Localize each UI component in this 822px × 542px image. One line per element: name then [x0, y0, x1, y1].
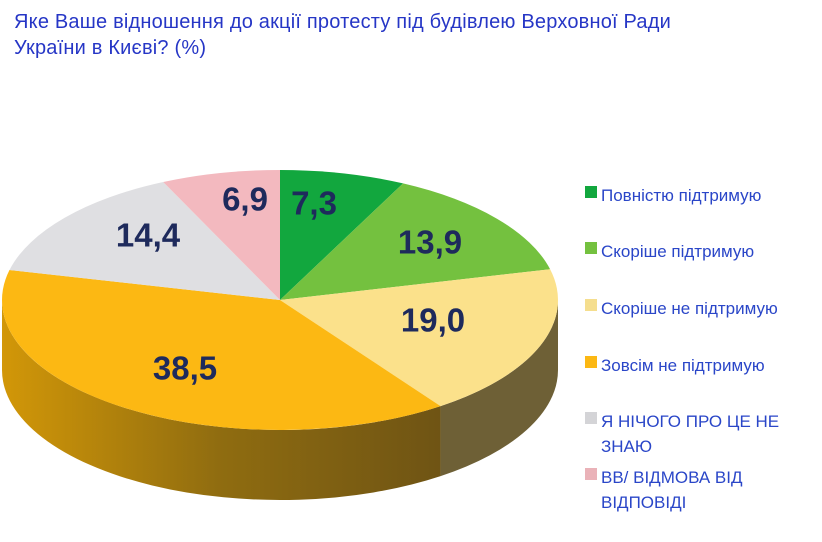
chart-title-line1: Яке Ваше відношення до акції протесту пі…: [14, 11, 671, 33]
pie-slice-wall: [2, 300, 441, 501]
pie-value-label: 7,3: [291, 185, 337, 222]
chart-title-line2: України в Києві? (%): [14, 37, 207, 59]
legend: Повністю підтримую Скоріше підтримую Скорі…: [585, 0, 822, 542]
pie-chart: 7,3 13,9 19,0 38,5 14,4 6,9: [1, 170, 559, 501]
legend-label: ВВ/ ВІДМОВА ВІД ВІДПОВІДІ: [601, 468, 743, 512]
legend-swatch-icon: [585, 412, 597, 424]
legend-item: Повністю підтримую: [585, 183, 816, 208]
legend-item: Зовсім не підтримую: [585, 353, 816, 378]
pie-slice: [280, 269, 559, 407]
legend-swatch-icon: [585, 299, 597, 311]
legend-item: Скоріше не підтримую: [585, 296, 816, 321]
legend-label: Повністю підтримую: [601, 186, 762, 205]
legend-label: Я НІЧОГО ПРО ЦЕ НЕ ЗНАЮ: [601, 412, 780, 456]
legend-swatch-icon: [585, 468, 597, 480]
pie-slice: [9, 182, 281, 300]
chart-title: Яке Ваше відношення до акції протесту пі…: [14, 9, 804, 61]
pie-value-label: 19,0: [401, 302, 465, 339]
pie-slice-wall: [440, 300, 558, 477]
pie-value-label: 13,9: [398, 224, 462, 261]
pie-value-label: 38,5: [153, 350, 217, 387]
legend-label: Скоріше не підтримую: [601, 299, 778, 318]
pie-slice: [280, 170, 404, 300]
pie-value-label: 6,9: [222, 181, 268, 218]
pie-slice: [1, 270, 441, 431]
legend-label: Скоріше підтримую: [601, 242, 755, 261]
legend-swatch-icon: [585, 186, 597, 198]
legend-swatch-icon: [585, 356, 597, 368]
legend-item: Я НІЧОГО ПРО ЦЕ НЕ ЗНАЮ: [585, 409, 816, 459]
legend-label: Зовсім не підтримую: [601, 356, 765, 375]
pie-value-label: 14,4: [116, 217, 181, 254]
legend-swatch-icon: [585, 242, 597, 254]
pie-slice: [163, 170, 280, 300]
pie-slice: [280, 183, 551, 300]
legend-item: ВВ/ ВІДМОВА ВІД ВІДПОВІДІ: [585, 465, 816, 515]
legend-item: Скоріше підтримую: [585, 239, 816, 264]
